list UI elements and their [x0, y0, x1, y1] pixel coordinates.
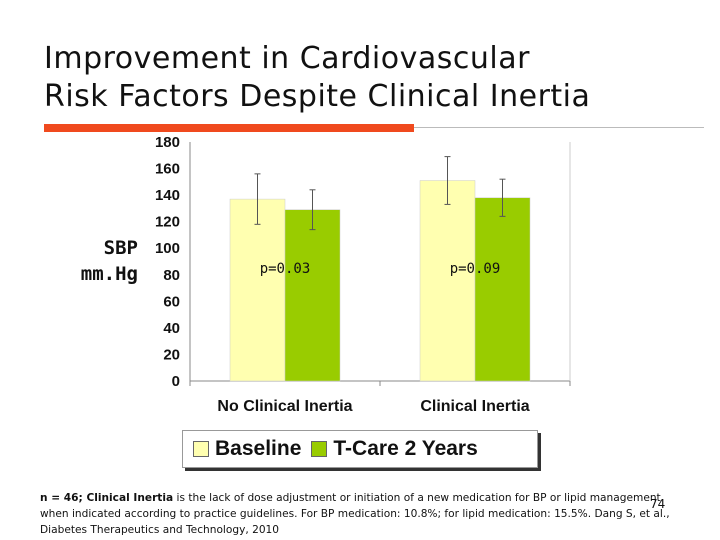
y-tick-label: 60	[163, 293, 180, 310]
footnote: n = 46; Clinical Inertia is the lack of …	[40, 490, 670, 538]
y-axis-label-line-1: SBP	[103, 237, 138, 259]
y-tick-label: 100	[155, 240, 180, 257]
p-value-annotation: p=0.03	[260, 261, 311, 277]
y-tick-label: 180	[155, 134, 180, 151]
y-tick-label: 40	[163, 320, 180, 337]
page-number: 74	[650, 497, 666, 511]
y-tick-label: 140	[155, 187, 180, 204]
y-tick-label: 20	[163, 346, 180, 363]
y-tick-label: 80	[163, 267, 180, 284]
title-line-2: Risk Factors Despite Clinical Inertia	[44, 79, 591, 114]
slide-title: Improvement in Cardiovascular Risk Facto…	[44, 40, 704, 116]
footnote-body: is the lack of dose adjustment or initia…	[40, 492, 670, 536]
footnote-lead: n = 46; Clinical Inertia	[40, 492, 174, 504]
title-accent-bar	[44, 124, 414, 132]
y-axis-label: SBP mm.Hg	[48, 235, 138, 287]
p-value-annotation: p=0.09	[450, 261, 501, 277]
y-tick-label: 160	[155, 161, 180, 178]
bar-tcare	[474, 197, 531, 382]
title-divider	[414, 127, 704, 128]
legend-label-baseline: Baseline	[215, 437, 302, 460]
title-line-1: Improvement in Cardiovascular	[44, 41, 530, 76]
y-axis-label-line-2: mm.Hg	[80, 263, 138, 285]
bar-baseline	[229, 198, 286, 382]
bar-baseline	[419, 180, 476, 382]
legend-swatch-tcare	[311, 441, 328, 457]
legend-swatch-baseline	[193, 441, 209, 457]
chart-legend: Baseline T-Care 2 Years	[182, 430, 538, 468]
x-category-label: Clinical Inertia	[420, 398, 529, 415]
bar-tcare	[284, 209, 341, 382]
x-category-label: No Clinical Inertia	[217, 398, 352, 415]
legend-label-tcare: T-Care 2 Years	[333, 437, 478, 460]
y-tick-label: 0	[172, 373, 180, 390]
y-tick-label: 120	[155, 214, 180, 231]
